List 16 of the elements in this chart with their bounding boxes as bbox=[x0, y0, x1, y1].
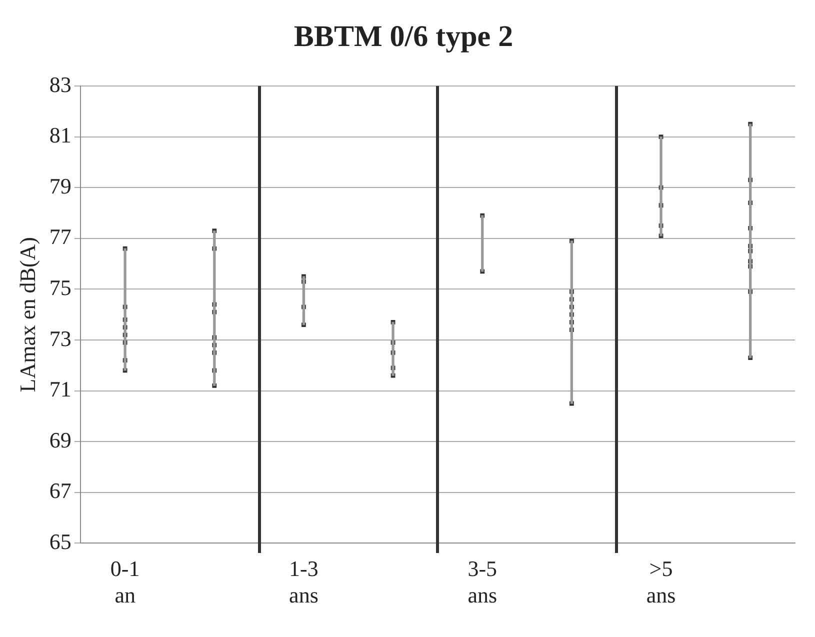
y-tick-label: 69 bbox=[49, 427, 72, 452]
y-tick-label: 67 bbox=[49, 478, 72, 504]
x-tick-label: 0-1 an bbox=[110, 556, 140, 608]
y-tick-label: 75 bbox=[49, 274, 72, 300]
y-tick-label: 79 bbox=[49, 173, 72, 198]
y-tick-label: 83 bbox=[49, 72, 72, 97]
y-tick-label: 77 bbox=[49, 224, 72, 250]
y-tick-label: 65 bbox=[49, 528, 72, 554]
y-tick-label: 81 bbox=[49, 122, 72, 148]
x-tick-label: 1-3 ans bbox=[289, 556, 318, 608]
x-tick-label: 3-5 ans bbox=[468, 556, 498, 608]
y-tick-label: 73 bbox=[49, 326, 72, 351]
x-tick-label: >5 ans bbox=[646, 556, 676, 608]
y-axis-title: LAmax en dB(A) bbox=[14, 237, 40, 392]
chart-title: BBTM 0/6 type 2 bbox=[294, 20, 514, 53]
y-tick-label: 71 bbox=[49, 376, 72, 402]
